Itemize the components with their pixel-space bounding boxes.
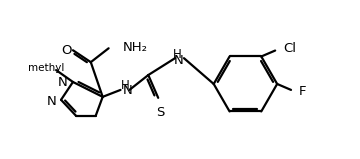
Text: methyl: methyl: [28, 63, 64, 73]
Text: Cl: Cl: [283, 42, 296, 55]
Text: N: N: [122, 84, 132, 97]
Text: O: O: [61, 44, 71, 57]
Text: S: S: [156, 106, 165, 119]
Text: H: H: [173, 48, 181, 61]
Text: NH₂: NH₂: [122, 41, 148, 54]
Text: N: N: [46, 95, 56, 108]
Text: F: F: [299, 85, 306, 98]
Text: H: H: [121, 80, 130, 92]
Text: N: N: [174, 54, 184, 67]
Text: N: N: [58, 76, 68, 90]
